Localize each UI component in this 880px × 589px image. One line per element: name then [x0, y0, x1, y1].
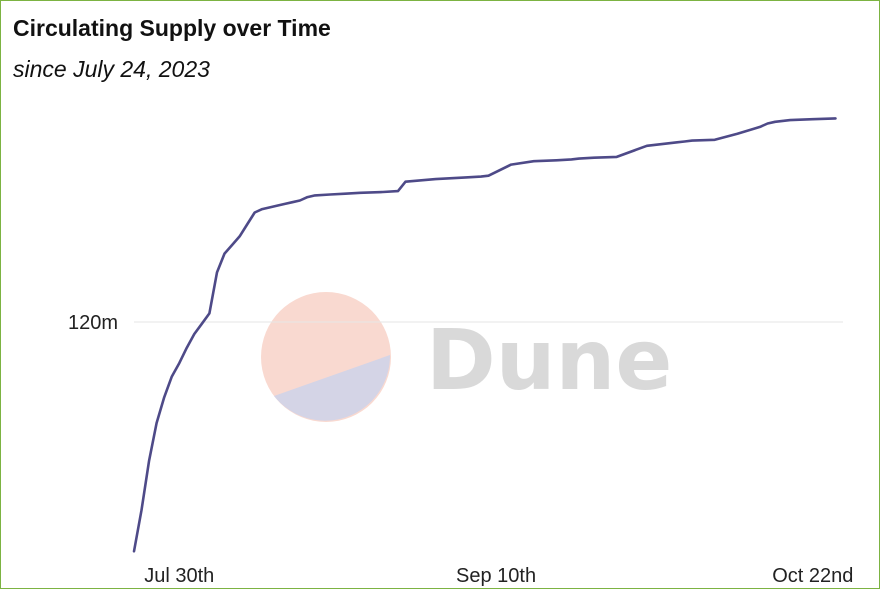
watermark-logo-bottom — [274, 355, 391, 421]
x-tick-label: Jul 30th — [144, 565, 214, 587]
chart-title: Circulating Supply over Time — [13, 15, 331, 41]
x-tick-label: Sep 10th — [456, 565, 536, 587]
watermark-text: Dune — [426, 311, 672, 409]
y-tick-label: 120m — [68, 312, 118, 334]
x-tick-label: Oct 22nd — [772, 565, 853, 587]
chart-subtitle: since July 24, 2023 — [13, 56, 210, 82]
series-line — [132, 117, 837, 553]
